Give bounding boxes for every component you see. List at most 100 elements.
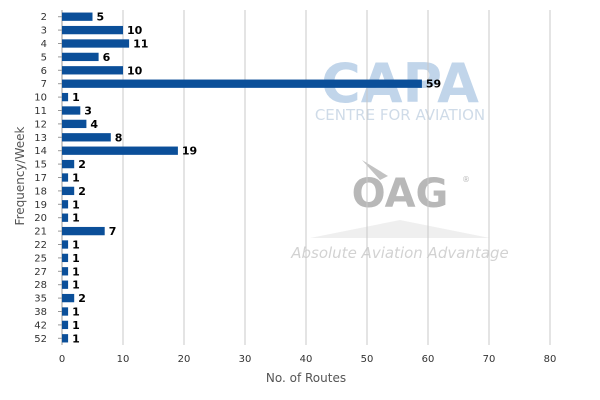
oag-plane-icon <box>362 160 388 180</box>
bar <box>62 146 178 155</box>
bar <box>62 66 123 75</box>
bar-value-label: 1 <box>72 319 80 332</box>
x-tick-label: 60 <box>422 354 435 365</box>
y-category-label: 27 <box>34 267 47 278</box>
bar-value-label: 19 <box>182 145 197 158</box>
bar-value-label: 1 <box>72 91 80 104</box>
y-category-label: 15 <box>34 160 47 171</box>
bar <box>62 280 69 289</box>
bar-value-label: 59 <box>426 78 441 91</box>
bar-value-label: 2 <box>78 158 86 171</box>
bar-value-label: 1 <box>72 252 80 265</box>
y-category-label: 7 <box>41 79 47 90</box>
y-category-label: 38 <box>34 307 47 318</box>
x-tick-label: 30 <box>239 354 252 365</box>
bars-group <box>62 12 422 343</box>
x-tick-label: 70 <box>483 354 496 365</box>
y-category-label: 19 <box>34 200 47 211</box>
bar <box>62 334 69 343</box>
bar-value-label: 7 <box>109 225 117 238</box>
y-category-label: 10 <box>34 93 47 104</box>
y-category-label: 13 <box>34 133 47 144</box>
bar <box>62 307 69 316</box>
y-category-label: 28 <box>34 280 47 291</box>
capa-watermark: CAPA CENTRE FOR AVIATION <box>315 52 485 124</box>
x-axis-title: No. of Routes <box>266 371 346 385</box>
bar-value-label: 1 <box>72 239 80 252</box>
y-category-labels: 2 3 4 5 6 7 10 11 12 13 14 15 17 18 19 20 21 22 25 27 28 35 38… <box>34 12 47 345</box>
y-axis-title: Frequency/Week <box>13 126 27 225</box>
bar-value-label: 3 <box>84 105 92 118</box>
bar-value-label: 1 <box>72 332 80 345</box>
y-category-label: 25 <box>34 253 47 264</box>
bar <box>62 226 105 236</box>
y-category-label: 35 <box>34 294 47 305</box>
y-category-label: 6 <box>41 66 47 77</box>
bar <box>62 52 99 62</box>
bar-value-label: 10 <box>127 24 143 37</box>
bar <box>62 25 123 35</box>
bar-value-label: 11 <box>133 38 148 51</box>
y-category-label: 22 <box>34 240 47 251</box>
bar <box>62 39 130 48</box>
bar-value-label: 1 <box>72 279 80 292</box>
oag-watermark: OAG ® Absolute Aviation Advantage <box>290 160 509 262</box>
bar <box>62 119 87 129</box>
bar <box>62 320 69 330</box>
y-category-label: 21 <box>34 227 47 238</box>
bar-value-label: 1 <box>72 306 80 319</box>
y-category-label: 12 <box>34 119 47 130</box>
bar-value-label: 4 <box>90 118 98 131</box>
bar <box>62 200 69 209</box>
oag-tagline-text: Absolute Aviation Advantage <box>290 244 509 262</box>
oag-swoosh-shape <box>310 220 490 238</box>
x-tick-label: 20 <box>178 354 191 365</box>
bar-value-label: 8 <box>115 131 123 144</box>
capa-subtitle-text: CENTRE FOR AVIATION <box>315 106 485 124</box>
y-category-label: 20 <box>34 213 47 224</box>
bar-value-label: 1 <box>72 198 80 211</box>
bar <box>62 253 69 263</box>
y-category-label: 42 <box>34 320 47 331</box>
y-category-label: 17 <box>34 173 47 184</box>
y-category-label: 5 <box>41 52 47 63</box>
bar <box>62 79 422 88</box>
bar-value-label: 6 <box>103 51 111 64</box>
bar <box>62 240 69 249</box>
bar-value-label: 1 <box>72 172 80 185</box>
y-category-label: 14 <box>34 146 47 157</box>
y-category-label: 52 <box>34 334 47 345</box>
x-tick-label: 10 <box>117 354 130 365</box>
oag-registered-mark: ® <box>462 175 470 184</box>
x-tick-label: 50 <box>361 354 374 365</box>
bar-value-label: 2 <box>78 292 86 305</box>
y-category-label: 18 <box>34 186 47 197</box>
x-tick-label: 80 <box>544 354 557 365</box>
y-category-label: 11 <box>34 106 47 117</box>
x-tick-labels: 0 10 20 30 40 50 60 70 80 <box>59 354 557 365</box>
y-category-label: 4 <box>41 39 47 50</box>
bar-value-label: 2 <box>78 185 86 198</box>
bar <box>62 133 111 142</box>
bar <box>62 186 75 196</box>
bar <box>62 159 75 169</box>
bar <box>62 92 69 102</box>
y-category-label: 2 <box>41 12 47 23</box>
bar <box>62 173 69 182</box>
bar-value-label: 10 <box>127 64 143 77</box>
oag-logo-text: OAG <box>352 171 449 217</box>
bar <box>62 12 93 21</box>
bar <box>62 213 69 222</box>
bar-value-label: 1 <box>72 265 80 278</box>
bar <box>62 293 75 303</box>
bar-value-label: 5 <box>97 11 105 24</box>
y-category-label: 3 <box>41 26 47 37</box>
bar <box>62 106 81 115</box>
bar-value-label: 1 <box>72 212 80 225</box>
bar <box>62 267 69 276</box>
x-tick-label: 40 <box>300 354 313 365</box>
x-tick-label: 0 <box>59 354 65 365</box>
